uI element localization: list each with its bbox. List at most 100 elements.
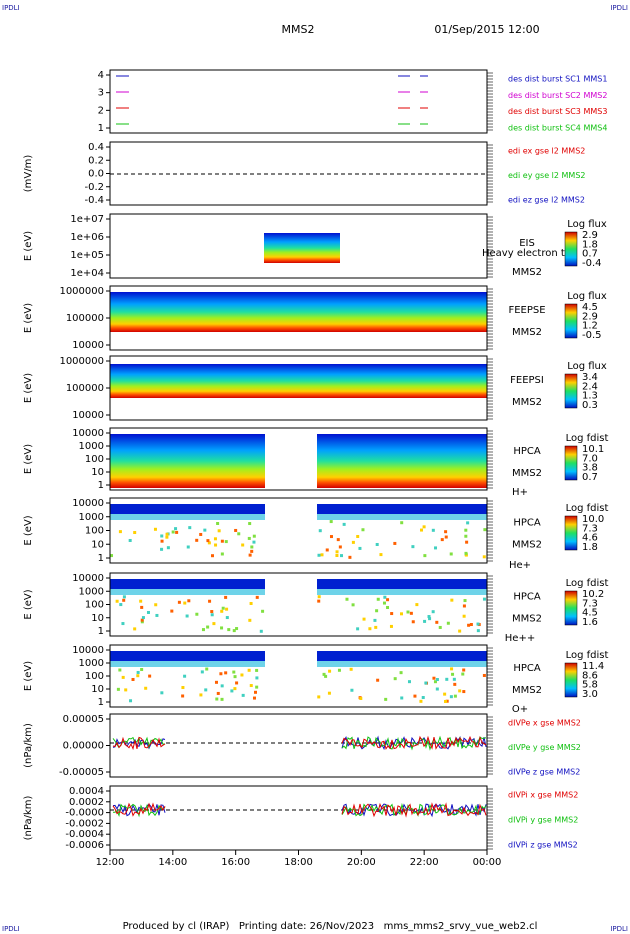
spectrogram-speck	[224, 671, 228, 675]
panel-frame	[109, 785, 488, 851]
panel-label: HPCA	[513, 446, 541, 457]
spectrogram-speck	[476, 622, 480, 626]
spectrogram-speck	[411, 620, 415, 624]
panel-label: He+	[509, 560, 531, 571]
spectrogram-speck	[115, 599, 119, 603]
spectrogram-speck	[220, 539, 224, 543]
y-tick-label: -0.0000	[65, 808, 104, 819]
spectrogram-speck	[463, 599, 467, 603]
spectrogram-speck	[322, 672, 326, 676]
spectrogram-speck	[336, 538, 340, 542]
colorbar	[564, 590, 578, 626]
spectrogram-speck	[368, 627, 372, 631]
spectrogram-speck	[259, 629, 263, 633]
spectrogram-speck	[451, 672, 455, 676]
spectrogram	[317, 579, 487, 589]
colorbar-title: Log flux	[567, 219, 607, 230]
spectrogram-speck	[207, 541, 211, 545]
spectrogram	[317, 504, 487, 514]
spectrogram-speck	[482, 673, 486, 677]
corner-label: IPDLI	[610, 925, 628, 933]
spectrogram-speck	[375, 609, 379, 613]
y-tick-label: 0.2	[88, 155, 104, 166]
panel-label: He++	[505, 633, 535, 644]
legend-entry: edi ex gse l2 MMS2	[508, 147, 585, 156]
spectrogram-speck	[235, 681, 239, 685]
spectrogram-speck	[235, 627, 239, 631]
spectrogram-speck	[482, 597, 486, 601]
spectrogram-speck	[215, 697, 219, 701]
spectrogram-speck	[118, 668, 122, 672]
y-tick-label: 1000	[79, 441, 104, 452]
spectrogram-speck	[464, 553, 468, 557]
colorbar-tick-label: 10.0	[582, 514, 604, 525]
spectrogram-speck	[148, 674, 152, 678]
spectrogram-speck	[424, 681, 428, 685]
spectrogram-speck	[129, 699, 133, 703]
y-tick-label: 1000	[79, 586, 104, 597]
y-tick-label: -0.0004	[65, 829, 104, 840]
spectrogram-speck	[210, 610, 214, 614]
spectrogram-speck	[317, 695, 321, 699]
spectrogram-speck	[248, 522, 252, 526]
spectrogram-speck	[232, 670, 236, 674]
y-tick-label: 1e+07	[70, 214, 104, 225]
y-tick-label: -0.4	[84, 195, 104, 206]
spectrogram-speck	[181, 694, 185, 698]
y-tick-label: 1	[98, 123, 104, 134]
y-axis-label: E (eV)	[23, 444, 34, 474]
spectrogram-speck	[466, 521, 470, 525]
spectrogram-speck	[216, 521, 220, 525]
y-tick-label: 100	[85, 526, 104, 537]
y-tick-label: 10000	[72, 498, 104, 509]
spectrogram-speck	[247, 536, 251, 540]
spectrogram-speck	[140, 620, 144, 624]
spectrogram-speck	[220, 609, 224, 613]
spectrogram-speck	[247, 668, 251, 672]
panel-frame	[109, 213, 488, 279]
colorbar-tick-label: 10.1	[582, 444, 604, 455]
panel-label: HPCA	[513, 518, 541, 529]
spectrogram-speck	[453, 682, 457, 686]
panel-label: FEEPSE	[508, 305, 545, 316]
colorbar-tick-label: 4.6	[582, 533, 598, 544]
y-tick-label: 100000	[66, 383, 104, 394]
spectrogram-speck	[351, 603, 355, 607]
spectrogram-speck	[423, 554, 427, 558]
spectrogram-speck	[187, 599, 191, 603]
spectrogram-speck	[160, 534, 164, 538]
spectrogram-speck	[449, 695, 453, 699]
colorbar-tick-label: 3.8	[582, 463, 598, 474]
spectrogram-speck	[327, 691, 331, 695]
spectrogram-speck	[433, 680, 437, 684]
spectrogram-speck	[469, 623, 473, 627]
spectrogram-speck	[133, 627, 137, 631]
colorbar-tick-label: 10.2	[582, 589, 604, 600]
spectrogram-speck	[133, 531, 137, 535]
spectrogram-speck	[221, 606, 225, 610]
trace	[112, 803, 166, 817]
y-tick-label: 1000	[79, 512, 104, 523]
y-axis-label: E (eV)	[23, 373, 34, 403]
spectrogram-speck	[234, 528, 238, 532]
colorbar-tick-label: 11.4	[582, 661, 604, 672]
spectrogram-speck	[183, 674, 187, 678]
spectrogram-speck	[214, 680, 218, 684]
spectrogram-speck	[376, 678, 380, 682]
x-tick-label: 18:00	[284, 857, 313, 868]
spectrogram-speck	[362, 617, 366, 621]
colorbar-tick-label: 8.6	[582, 670, 598, 681]
y-tick-label: 10	[91, 684, 104, 695]
spectrogram-speck	[140, 618, 144, 622]
spectrogram	[264, 233, 340, 263]
spectrogram-speck	[141, 616, 145, 620]
colorbar-tick-label: 2.4	[582, 381, 598, 392]
spectrogram-speck	[195, 538, 199, 542]
spectrogram-speck	[165, 535, 169, 539]
spectrogram-speck	[413, 694, 417, 698]
spectrogram-speck	[200, 670, 204, 674]
trace	[112, 802, 166, 817]
spectrogram-speck	[122, 595, 126, 599]
spectrogram-speck	[445, 699, 449, 703]
spectrogram-speck	[450, 667, 454, 671]
